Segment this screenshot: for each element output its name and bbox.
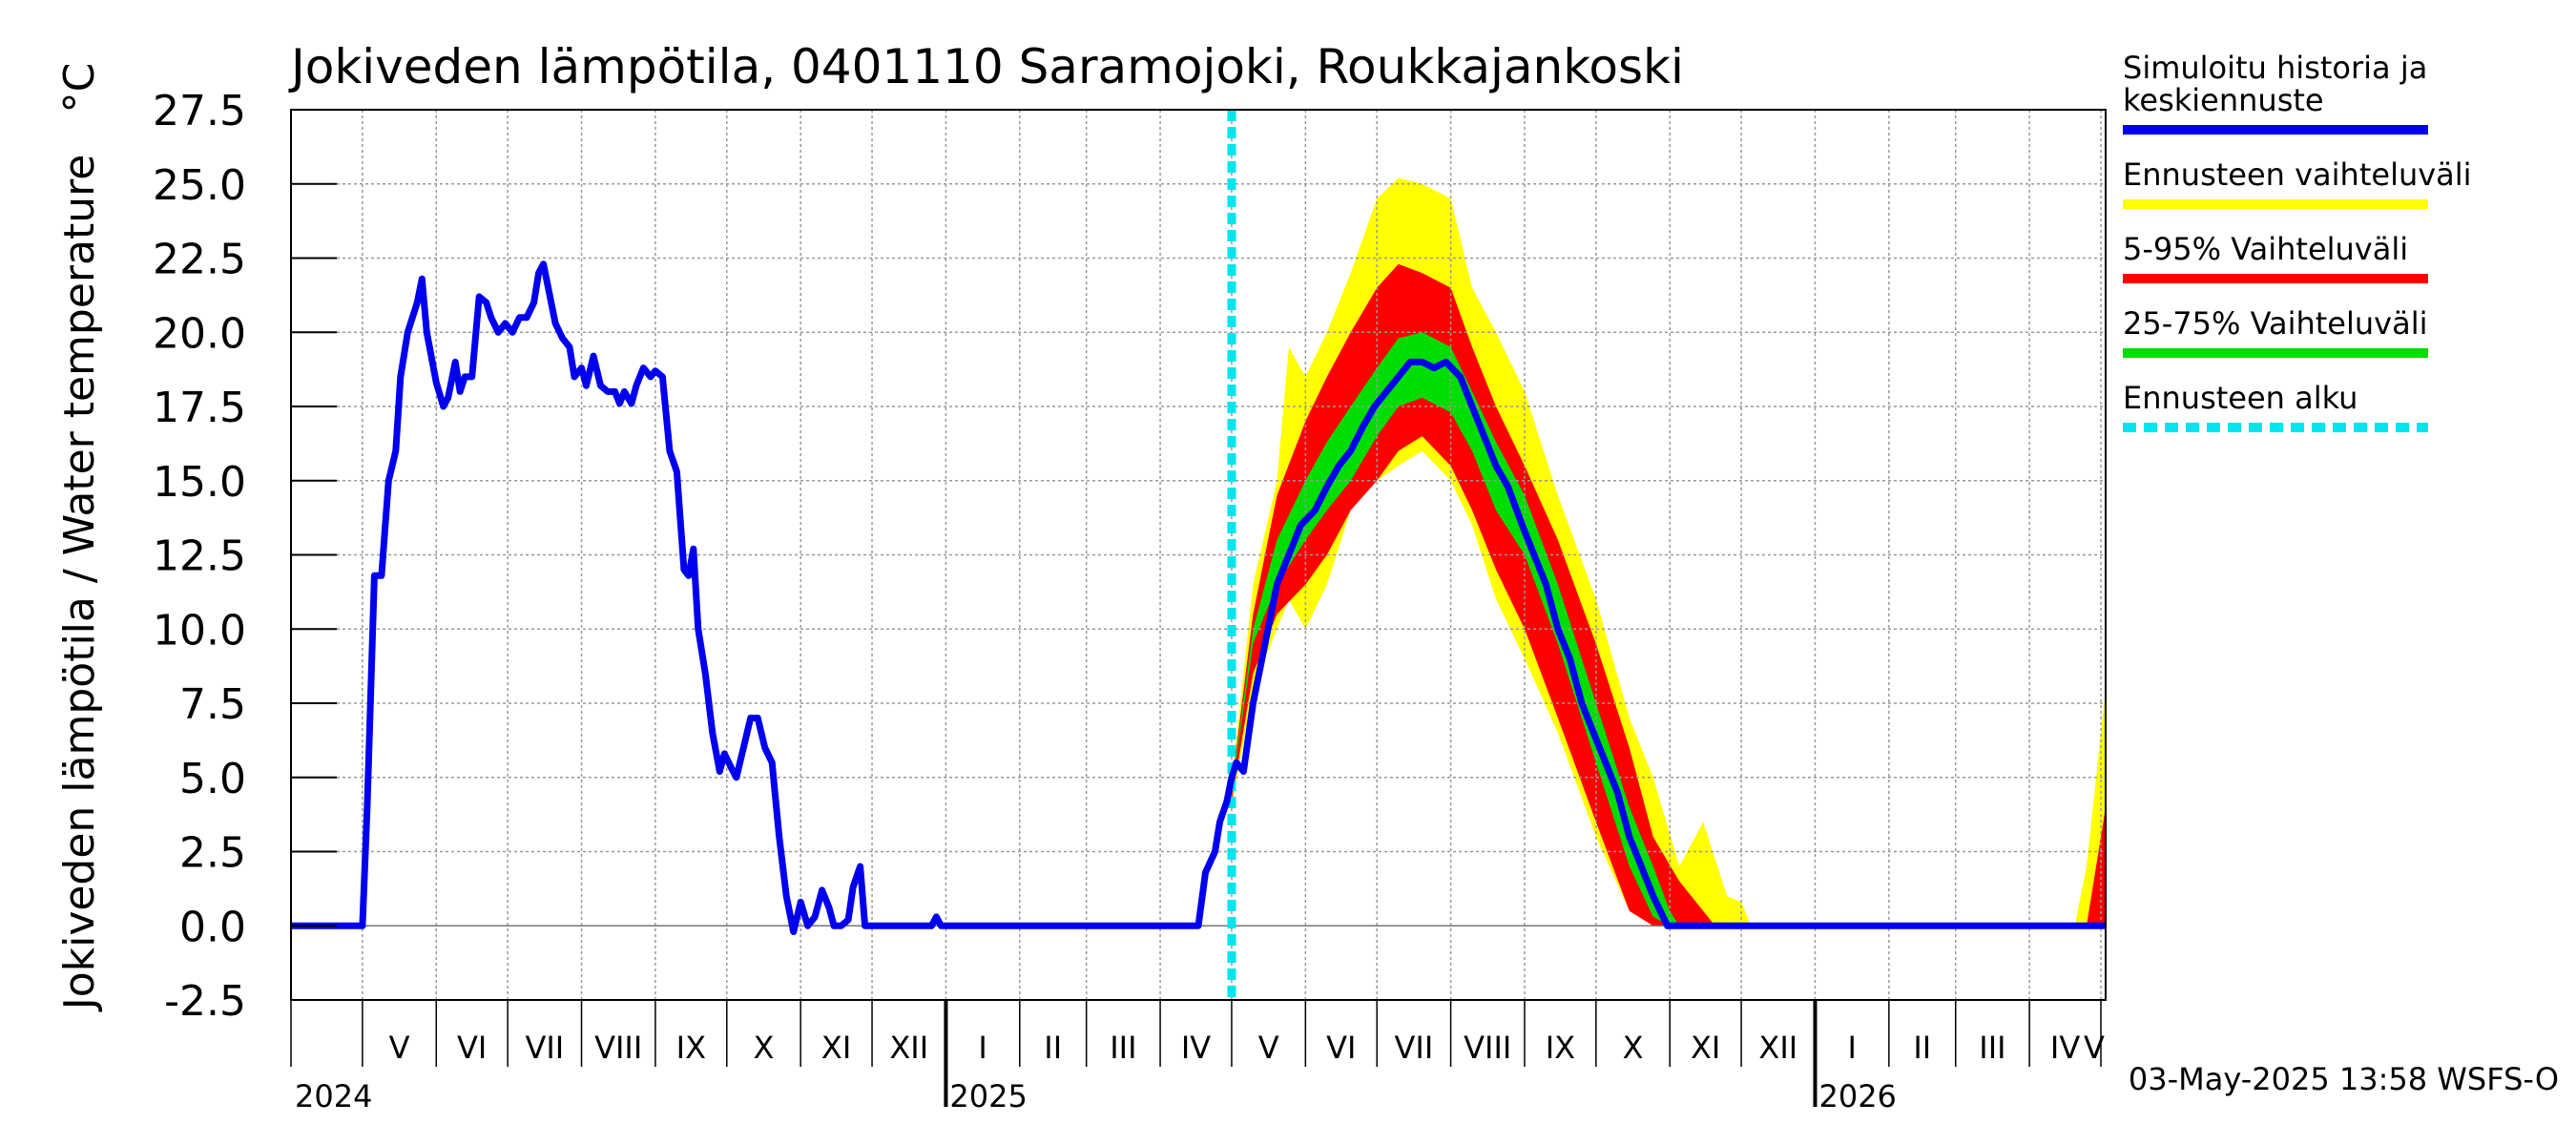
y-axis-unit: °C [55, 63, 104, 114]
legend-label: keskiennuste [2123, 82, 2324, 118]
legend-item: Ennusteen vaihteluväli [2123, 156, 2472, 209]
y-tick-label: 27.5 [153, 87, 246, 135]
month-label: IV [1181, 1030, 1211, 1066]
legend-label: Simuloitu historia ja [2123, 50, 2427, 86]
grid-lines [291, 110, 2106, 1000]
month-label: VII [525, 1030, 564, 1066]
month-label: III [1110, 1030, 1136, 1066]
year-label: 2025 [949, 1078, 1027, 1114]
month-label: XI [1691, 1030, 1720, 1066]
legend-item: 5-95% Vaihteluväli [2123, 231, 2428, 283]
band-5-95-vaihteluv-li [1231, 263, 2106, 926]
y-tick-label: 10.0 [153, 606, 246, 655]
year-label: 2026 [1818, 1078, 1896, 1114]
month-label: XII [1758, 1030, 1797, 1066]
month-label: I [1847, 1030, 1856, 1066]
legend-item: Ennusteen alku [2123, 380, 2428, 432]
month-label: X [1623, 1030, 1644, 1066]
month-label: IV [2050, 1030, 2080, 1066]
footer-timestamp: 03-May-2025 13:58 WSFS-O [2129, 1061, 2559, 1097]
month-label: IX [1546, 1030, 1575, 1066]
data-lines [291, 110, 2106, 1000]
y-tick-label: -2.5 [164, 977, 246, 1026]
y-tick-label: 12.5 [153, 532, 246, 581]
y-axis-label: Jokiveden lämpötila / Water temperature [55, 155, 104, 1013]
legend-label: Ennusteen vaihteluväli [2123, 156, 2472, 193]
month-label: III [1979, 1030, 2005, 1066]
y-tick-label: 22.5 [153, 236, 246, 284]
month-label: I [978, 1030, 987, 1066]
y-tick-label: 15.0 [153, 458, 246, 507]
month-label: XII [889, 1030, 928, 1066]
month-label: II [1913, 1030, 1931, 1066]
y-tick-label: 25.0 [153, 161, 246, 210]
y-tick-label: 20.0 [153, 309, 246, 358]
legend-label: 25-75% Vaihteluväli [2123, 305, 2427, 342]
year-label: 2024 [295, 1078, 372, 1114]
chart-title: Jokiveden lämpötila, 0401110 Saramojoki,… [288, 39, 1684, 94]
month-label: V [2084, 1030, 2105, 1066]
month-label: VI [1326, 1030, 1356, 1066]
y-tick-label: 7.5 [179, 680, 246, 729]
y-tick-label: 17.5 [153, 384, 246, 432]
month-label: II [1044, 1030, 1062, 1066]
series-line-mean [291, 260, 2106, 935]
x-axis: V VI VII VIII IX X XI XII I II III IV V VI VII VIII IX X X… [290, 1000, 2105, 1114]
month-label: V [1258, 1030, 1279, 1066]
legend-item: 25-75% Vaihteluväli [2123, 305, 2428, 358]
month-label: VIII [1464, 1030, 1511, 1066]
month-label: X [754, 1030, 775, 1066]
month-label: V [389, 1030, 410, 1066]
month-label: IX [676, 1030, 706, 1066]
month-label: VII [1395, 1030, 1434, 1066]
month-label: VIII [594, 1030, 642, 1066]
month-label: VI [457, 1030, 487, 1066]
y-tick-label: 2.5 [179, 829, 246, 878]
y-tick-label: 5.0 [179, 755, 246, 803]
y-tick-label: 0.0 [179, 903, 246, 951]
legend-label: Ennusteen alku [2123, 380, 2358, 416]
month-label: XI [821, 1030, 851, 1066]
legend-label: 5-95% Vaihteluväli [2123, 231, 2408, 267]
y-axis: 27.5 25.0 22.5 20.0 17.5 15.0 12.5 10.0 7.5 5.0 2.… [153, 87, 337, 1026]
